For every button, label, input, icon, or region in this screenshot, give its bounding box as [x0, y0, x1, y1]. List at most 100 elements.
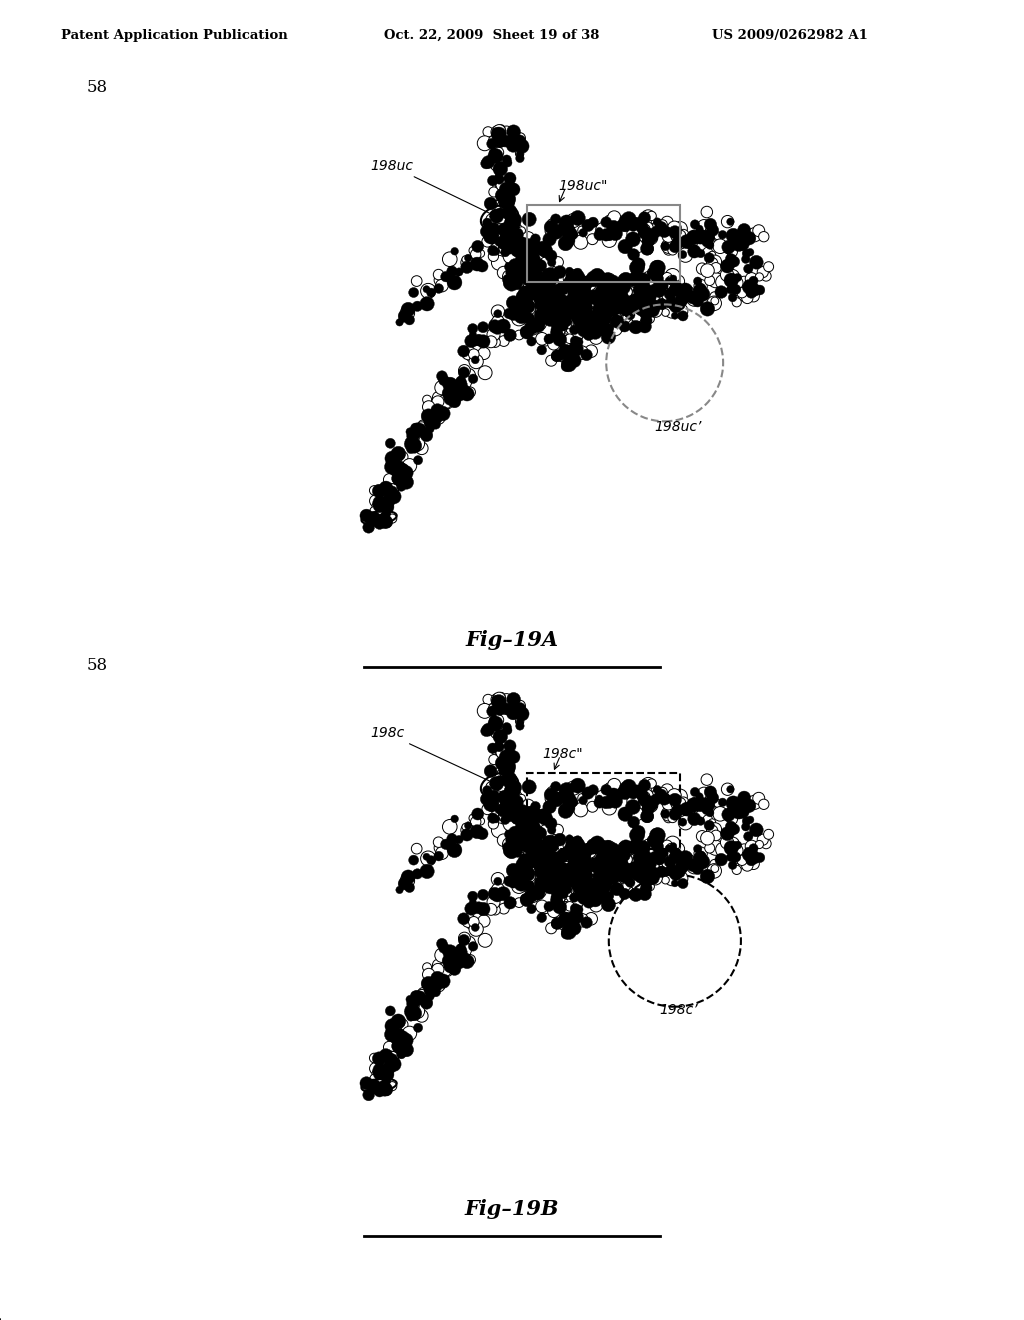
Point — [728, 292, 744, 313]
Point — [478, 721, 495, 742]
Point — [640, 223, 656, 244]
Point — [670, 228, 686, 249]
Point — [565, 267, 582, 288]
Point — [549, 251, 565, 272]
Point — [492, 771, 508, 792]
Point — [601, 209, 617, 230]
Point — [664, 847, 680, 869]
Point — [504, 220, 520, 242]
Point — [410, 863, 426, 884]
Point — [547, 853, 563, 874]
Point — [652, 829, 669, 850]
Point — [616, 315, 633, 337]
Point — [566, 285, 583, 306]
Point — [689, 838, 706, 859]
Point — [723, 279, 739, 300]
Point — [660, 239, 677, 260]
Point — [479, 213, 496, 234]
Point — [730, 234, 746, 255]
Point — [496, 763, 512, 784]
Point — [532, 281, 549, 302]
Point — [572, 861, 589, 882]
Point — [421, 964, 437, 985]
Point — [636, 859, 652, 880]
Point — [722, 211, 738, 232]
Point — [581, 293, 597, 314]
Point — [412, 987, 428, 1008]
Point — [478, 153, 495, 174]
Point — [561, 302, 578, 323]
Point — [480, 689, 497, 710]
Point — [520, 865, 537, 886]
Point — [621, 301, 637, 322]
Point — [521, 260, 538, 281]
Point — [535, 862, 551, 883]
Point — [457, 380, 473, 401]
Point — [743, 850, 760, 871]
Point — [667, 804, 683, 825]
Point — [520, 293, 537, 314]
Point — [552, 857, 568, 878]
Point — [652, 216, 669, 238]
Point — [572, 884, 589, 906]
Point — [585, 796, 601, 817]
Point — [465, 323, 481, 345]
Point — [663, 837, 679, 858]
Point — [569, 854, 586, 875]
Point — [586, 289, 602, 310]
Point — [501, 824, 517, 845]
Point — [643, 293, 659, 314]
Point — [572, 879, 589, 900]
Point — [546, 296, 562, 317]
Point — [724, 286, 740, 308]
Point — [610, 277, 627, 298]
Point — [501, 834, 517, 855]
Point — [502, 238, 518, 259]
Point — [667, 785, 683, 807]
Point — [410, 1018, 426, 1039]
Point — [552, 829, 568, 850]
Point — [567, 330, 584, 351]
Point — [534, 907, 550, 928]
Point — [543, 296, 559, 317]
Point — [543, 246, 559, 267]
Point — [591, 220, 607, 242]
Point — [489, 312, 506, 333]
Point — [725, 226, 741, 247]
Point — [626, 812, 642, 833]
Point — [593, 268, 609, 289]
Point — [636, 292, 652, 313]
Point — [593, 298, 609, 319]
Point — [558, 855, 574, 876]
Point — [649, 211, 666, 232]
Point — [503, 211, 519, 232]
Point — [528, 246, 545, 267]
Point — [504, 801, 520, 822]
Point — [547, 285, 563, 306]
Point — [728, 840, 744, 861]
Point — [651, 850, 668, 871]
Point — [572, 273, 589, 294]
Point — [590, 272, 606, 293]
Point — [598, 301, 614, 322]
Point — [545, 308, 561, 329]
Point — [510, 842, 526, 863]
Point — [507, 777, 523, 799]
Point — [495, 185, 511, 206]
Point — [561, 879, 578, 900]
Point — [621, 776, 637, 797]
Point — [673, 857, 689, 878]
Point — [476, 911, 493, 932]
Point — [589, 268, 605, 289]
Point — [442, 388, 459, 409]
Point — [566, 313, 583, 334]
Point — [647, 830, 664, 851]
Point — [584, 308, 600, 329]
Point — [505, 135, 521, 156]
Point — [457, 948, 473, 969]
Point — [755, 261, 771, 282]
Point — [493, 743, 509, 764]
Point — [501, 772, 517, 793]
Point — [499, 752, 515, 774]
Point — [683, 805, 699, 826]
